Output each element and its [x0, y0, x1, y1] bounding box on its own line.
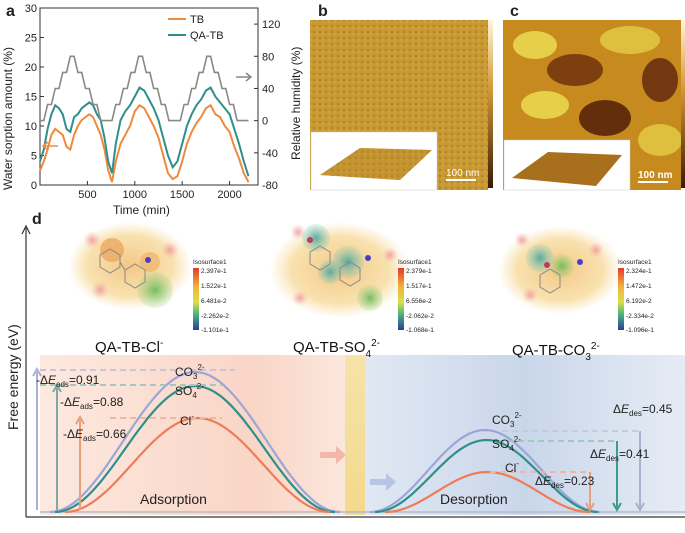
legend-label-tb: TB	[190, 14, 204, 26]
afm-3d-surface-c	[512, 152, 622, 186]
y-tick-label: 25	[25, 33, 37, 45]
panel-label-c: c	[510, 3, 519, 20]
x-tick-label: 2000	[217, 189, 241, 201]
divider-bar	[345, 355, 365, 515]
afm-colorbar-c	[681, 20, 685, 188]
ion-label-co3-des: CO32-	[492, 411, 522, 429]
panel-label-a: a	[6, 3, 15, 20]
transition-arrow-icon	[320, 446, 346, 464]
ion-label-cl-des: Cl-	[505, 459, 519, 475]
y2-tick-label: 120	[262, 19, 280, 31]
y-tick-label: 10	[25, 121, 37, 133]
desorption-label: Desorption	[440, 491, 508, 507]
series-line-tb	[39, 103, 250, 183]
y2-tick-label: 80	[262, 51, 274, 63]
chart-a-series	[39, 55, 250, 183]
x-tick-label: 500	[78, 189, 96, 201]
isosurface-label-cl: Isosurface1	[193, 259, 227, 266]
energy-curve-co3-des	[369, 428, 601, 514]
ion-label-co3-ads: CO32-	[175, 363, 205, 381]
afm-scale-b: 100 nm	[446, 168, 479, 179]
legend-label-qatb: QA-TB	[190, 30, 224, 42]
molecule-so4	[270, 222, 410, 318]
panel-a: a 500 1000 1500 2000 0 5 10 15 20 25 30 -80 -40 0 40 80…	[1, 3, 303, 217]
molecule-label-cl: QA-TB-Cl-	[95, 338, 163, 356]
colorbar-so4: Isosurface1 2.379e-1 1.517e-1 6.556e-2 -…	[398, 259, 434, 334]
chart-a-y2label: Relative humidity (%)	[289, 47, 303, 160]
afm-colorbar-b	[488, 20, 493, 188]
panel-label-b: b	[318, 3, 328, 20]
cbar-tick: 6.556e-2	[406, 298, 432, 305]
cbar-tick: 1.522e-1	[201, 283, 227, 290]
energy-curve-cl-ads	[64, 416, 331, 514]
isosurface-label-so4: Isosurface1	[398, 259, 432, 266]
chart-a-xlabel: Time (min)	[113, 203, 170, 217]
chart-a-legend: TB QA-TB	[168, 14, 224, 42]
panel-b: b 100 nm	[310, 3, 493, 191]
molecule-co3	[498, 226, 622, 314]
dE-ads-cl: -ΔEads=0.66	[63, 427, 127, 443]
series-line-rh	[40, 55, 249, 122]
colorbar-co3: Isosurface1 2.324e-1 1.472e-1 6.192e-2 -…	[618, 259, 654, 334]
adsorption-label: Adsorption	[140, 491, 207, 507]
panel-c: c 100 nm	[503, 3, 685, 191]
cbar-tick: 6.192e-2	[626, 298, 652, 305]
y2-tick-label: -80	[262, 180, 278, 192]
energy-curve-so4-des	[374, 438, 599, 514]
ion-label-so4-ads: SO42-	[175, 382, 204, 400]
y-axis-arrow-icon	[21, 224, 31, 235]
y-tick-label: 20	[25, 62, 37, 74]
x-tick-label: 1500	[170, 189, 194, 201]
y-tick-label: 15	[25, 92, 37, 104]
energy-ylabel: Free energy (eV)	[5, 324, 21, 430]
chart-a-axes: 500 1000 1500 2000 0 5 10 15 20 25 30 -80 -40 0 40 80 12…	[25, 3, 281, 201]
y2-tick-label: 0	[262, 116, 268, 128]
cbar-tick: -1.096e-1	[626, 327, 654, 334]
cbar-tick: 2.379e-1	[406, 268, 432, 275]
chart-a-frame	[39, 7, 259, 186]
dE-des-so4: ΔEdes=0.41	[590, 447, 650, 463]
dE-des-cl: ΔEdes=0.23	[535, 474, 595, 490]
cbar-tick: 2.324e-1	[626, 268, 652, 275]
x-tick-label: 1000	[123, 189, 147, 201]
afm-scale-c: 100 nm	[638, 170, 673, 181]
chart-a-ylabel: Water sorption amount (%)	[1, 47, 15, 190]
isosurface-label-co3: Isosurface1	[618, 259, 652, 266]
panel-label-d: d	[32, 211, 42, 228]
cbar-tick: -1.101e-1	[201, 327, 229, 334]
cbar-tick: 1.472e-1	[626, 283, 652, 290]
cbar-tick: -1.068e-1	[406, 327, 434, 334]
y-tick-label: 5	[31, 151, 37, 163]
ion-label-cl-ads: Cl-	[180, 412, 194, 428]
y2-tick-label: 40	[262, 83, 274, 95]
dE-des-co3: ΔEdes=0.45	[613, 402, 673, 418]
molecule-cl	[68, 222, 192, 310]
cbar-tick: 2.397e-1	[201, 268, 227, 275]
panel-d: d Free energy (eV)	[5, 211, 685, 518]
energy-curve-cl-des	[384, 470, 591, 514]
energy-curve-co3-ads	[49, 370, 341, 514]
cbar-tick: -2.334e-2	[626, 313, 654, 320]
cbar-tick: -2.262e-2	[201, 313, 229, 320]
colorbar-cl: Isosurface1 2.397e-1 1.522e-1 6.481e-2 -…	[193, 259, 229, 334]
molecule-label-co3: QA-TB-CO32-	[512, 341, 600, 363]
transition-arrow-icon	[370, 473, 396, 491]
series-line-qa-tb	[39, 86, 250, 177]
cbar-tick: -2.062e-2	[406, 313, 434, 320]
cbar-tick: 1.517e-1	[406, 283, 432, 290]
y-tick-label: 30	[25, 3, 37, 15]
molecule-label-so4: QA-TB-SO42-	[293, 338, 380, 360]
ion-label-so4-des: SO42-	[492, 435, 521, 453]
dE-ads-co3: -ΔEads=0.91	[36, 373, 100, 389]
desorption-region	[365, 355, 685, 515]
arrow-left-icon	[41, 141, 58, 151]
y-tick-label: 0	[31, 180, 37, 192]
y2-tick-label: -40	[262, 148, 278, 160]
arrow-right-icon	[236, 72, 253, 82]
cbar-tick: 6.481e-2	[201, 298, 227, 305]
dE-ads-so4: -ΔEads=0.88	[60, 395, 124, 411]
